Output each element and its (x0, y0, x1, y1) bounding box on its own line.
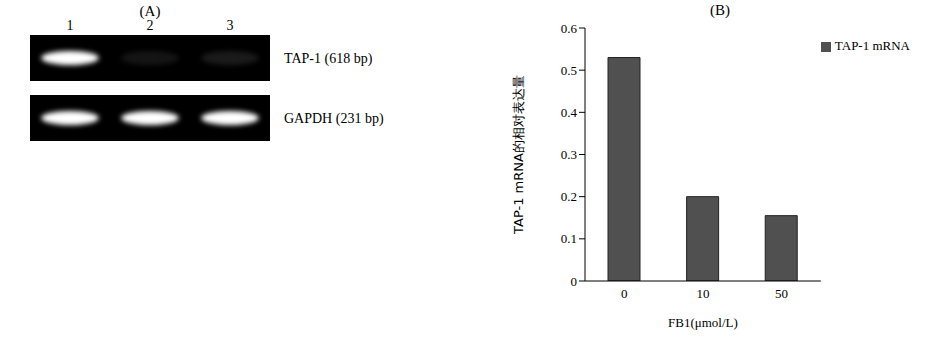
svg-text:0.1: 0.1 (561, 231, 577, 246)
svg-text:1: 1 (67, 18, 74, 33)
svg-text:0.4: 0.4 (561, 105, 578, 120)
svg-text:TAP-1 (618 bp): TAP-1 (618 bp) (284, 51, 373, 67)
svg-text:0.2: 0.2 (561, 189, 577, 204)
svg-text:GAPDH (231 bp): GAPDH (231 bp) (284, 111, 384, 127)
svg-text:3: 3 (227, 18, 234, 33)
svg-text:0: 0 (621, 286, 628, 301)
svg-text:0.6: 0.6 (561, 21, 578, 36)
html-text:(B): (B) (710, 2, 730, 18)
svg-text:(A): (A) (139, 3, 161, 19)
svg-text:2: 2 (147, 18, 154, 33)
svg-text:50: 50 (775, 286, 788, 301)
svg-text:0.3: 0.3 (561, 147, 577, 162)
html-text:TAP-1 mRNA: TAP-1 mRNA (834, 38, 910, 53)
svg-text:10: 10 (696, 286, 709, 301)
svg-text:TAP-1 mRNA的相对表达量: TAP-1 mRNA的相对表达量 (511, 75, 526, 235)
svg-text:0.5: 0.5 (561, 63, 577, 78)
svg-text:0: 0 (571, 274, 578, 289)
svg-text:FB1(μmol/L): FB1(μmol/L) (668, 315, 738, 330)
